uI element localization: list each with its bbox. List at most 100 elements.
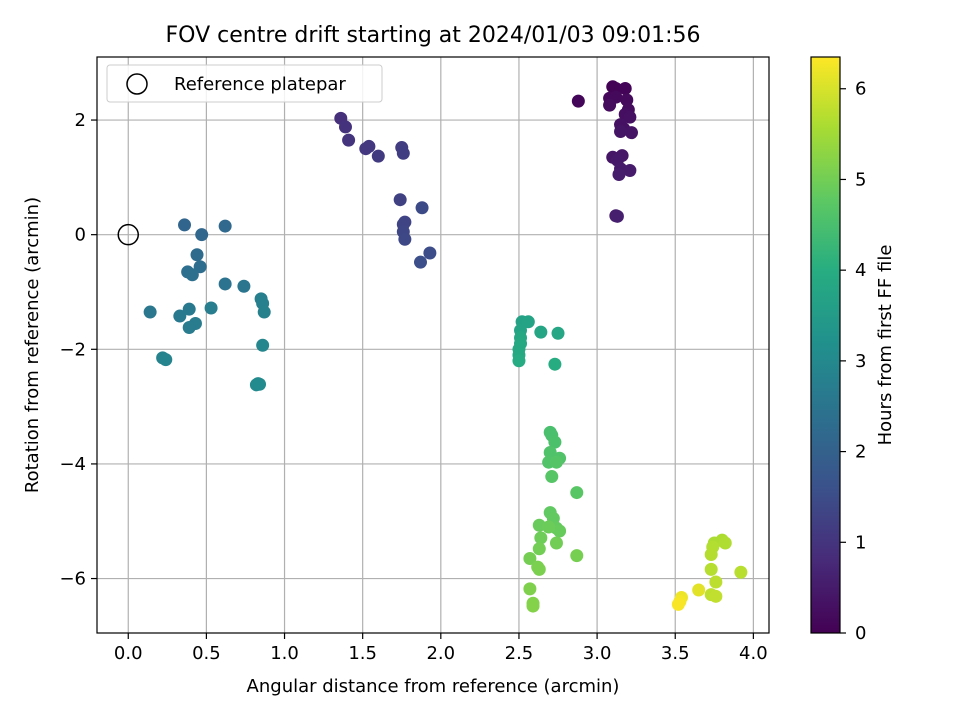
data-point [709,589,723,603]
data-point [185,268,199,282]
colorbar-tick-label: 2 [855,442,866,463]
colorbar-tick-label: 6 [855,79,866,100]
data-point [338,120,352,134]
data-point [173,309,187,323]
data-point [534,325,548,339]
data-point [182,321,196,335]
data-point [415,201,429,215]
data-point [542,520,556,534]
grid-lines [97,57,769,633]
data-point [532,542,546,556]
data-point [143,305,157,319]
data-point [195,228,209,242]
data-point [618,82,632,96]
data-points [143,80,748,613]
data-point [671,597,685,611]
data-point [342,133,356,147]
y-tick-label: 2 [75,110,86,131]
y-axis-label: Rotation from reference (arcmin) [22,197,43,493]
data-point [512,354,526,368]
legend-entry-reference-platepar: Reference platepar [174,74,346,95]
data-point [620,93,634,107]
data-point [523,551,537,565]
data-point [548,435,562,449]
y-tick-label: −6 [59,569,86,590]
data-point [623,163,637,177]
data-point [612,167,626,181]
x-tick-label: 2.5 [505,643,534,664]
x-tick-label: 3.5 [661,643,690,664]
x-axis-ticks: 0.0 0.5 1.0 1.5 2.0 2.5 3.0 3.5 4.0 [114,633,768,664]
data-point [237,279,251,293]
data-point [571,94,585,108]
data-point [610,209,624,223]
data-point [709,575,723,589]
data-point [393,193,407,207]
data-point [549,536,563,550]
data-point [413,255,427,269]
x-tick-label: 1.0 [270,643,299,664]
colorbar-tick-label: 4 [855,260,866,281]
colorbar-tick-label: 0 [855,623,866,644]
data-point [543,445,557,459]
colorbar-tick-label: 1 [855,532,866,553]
x-axis-label: Angular distance from reference (arcmin) [247,676,620,697]
data-point [526,599,540,613]
chart-title: FOV centre drift starting at 2024/01/03 … [166,23,701,48]
data-point [253,377,267,391]
data-point [159,353,173,367]
data-point [193,260,207,274]
data-point [362,139,376,153]
reference-platepar-marker [117,223,140,246]
data-point [423,246,437,260]
y-tick-label: 0 [75,225,86,246]
colorbar [810,56,841,634]
y-axis-ticks: 2 0 −2 −4 −6 [59,110,97,590]
data-point [523,582,537,596]
data-point [718,536,732,550]
colorbar-ticks: 0 1 2 3 4 5 6 [840,79,866,644]
legend: Reference platepar [106,64,383,103]
data-point [257,305,271,319]
data-point [534,531,548,545]
plot-frame [96,56,770,634]
data-point [398,232,412,246]
data-point [178,218,192,232]
data-point [603,98,617,112]
data-point [204,301,218,315]
data-point [549,455,563,469]
data-point [551,326,565,340]
x-tick-label: 0.5 [192,643,221,664]
data-point [218,277,232,291]
data-point [545,470,559,484]
data-point [521,315,535,329]
data-point [182,302,196,316]
data-point [371,149,385,163]
data-point [256,338,270,352]
y-tick-label: −2 [59,339,86,360]
legend-marker [126,73,148,95]
data-point [704,562,718,576]
x-tick-label: 2.0 [426,643,455,664]
data-point [734,565,748,579]
x-tick-label: 3.0 [583,643,612,664]
data-point [624,126,638,140]
x-tick-label: 1.5 [348,643,377,664]
colorbar-tick-label: 3 [855,351,866,372]
data-point [218,219,232,233]
data-point [623,110,637,124]
data-point [614,125,628,139]
data-point [570,486,584,500]
y-tick-label: −4 [59,454,86,475]
legend-box [106,64,383,103]
data-point [190,248,204,262]
data-point [570,549,584,563]
colorbar-tick-label: 5 [855,169,866,190]
x-tick-label: 4.0 [739,643,768,664]
data-point [396,146,410,160]
colorbar-label: Hours from first FF file [875,245,896,446]
data-point [704,547,718,561]
x-tick-label: 0.0 [114,643,143,664]
data-point [553,524,567,538]
